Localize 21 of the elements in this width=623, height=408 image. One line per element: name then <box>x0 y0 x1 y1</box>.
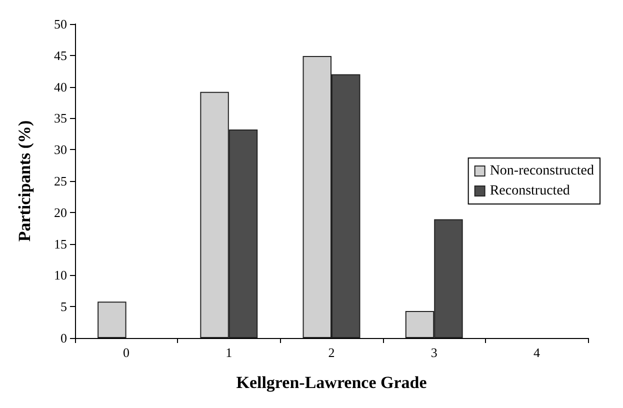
x-tick-label: 3 <box>430 345 438 360</box>
y-tick-label: 35 <box>54 110 67 126</box>
y-tick-label: 10 <box>54 268 67 283</box>
y-tick-label: 30 <box>54 142 67 158</box>
y-tick-label: 5 <box>60 299 67 314</box>
y-tick-label: 0 <box>60 330 67 346</box>
y-tick-label: 25 <box>54 174 67 188</box>
y-tick-label: 45 <box>54 48 67 63</box>
y-tick-label: 15 <box>54 236 67 252</box>
bar <box>98 302 126 338</box>
legend-label: Reconstructed <box>490 184 570 198</box>
y-tick-label: 40 <box>54 79 67 94</box>
x-tick-label: 1 <box>226 345 232 360</box>
x-tick-label: 4 <box>533 345 540 360</box>
x-tick-label: 0 <box>123 345 130 360</box>
legend-label: Non-reconstructed <box>490 164 594 178</box>
x-axis-title: Kellgren-Lawrence Grade <box>236 373 428 392</box>
y-tick-label: 20 <box>54 204 67 220</box>
y-axis-title: Participants (%) <box>15 120 34 242</box>
x-tick-label: 2 <box>328 345 335 360</box>
y-tick-label: 50 <box>54 16 67 32</box>
